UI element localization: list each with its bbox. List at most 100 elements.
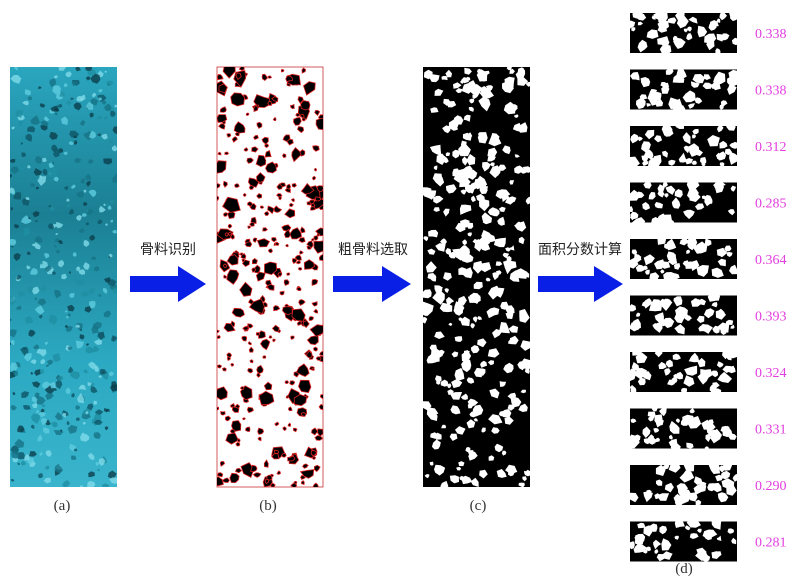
aggregate-spot: [107, 83, 110, 86]
particle: [515, 221, 522, 229]
particle: [696, 547, 707, 558]
particle: [425, 261, 437, 273]
aggregate-spot: [86, 343, 89, 346]
particle: [488, 455, 495, 461]
aggregate-spot: [34, 369, 41, 376]
particle: [659, 44, 672, 53]
particle: [450, 123, 459, 131]
aggregate-spot: [63, 83, 68, 88]
particle: [224, 232, 229, 237]
particle: [642, 161, 649, 166]
particle: [480, 360, 487, 368]
aggregate-spot: [89, 234, 96, 241]
aggregate-spot: [11, 191, 15, 195]
aggregate-spot: [33, 344, 39, 350]
particle: [318, 403, 323, 411]
aggregate-spot: [83, 262, 90, 270]
particle: [253, 94, 271, 108]
particle: [678, 152, 688, 163]
particle: [473, 281, 483, 290]
particle: [276, 183, 283, 190]
particle: [453, 82, 462, 89]
particle: [268, 335, 273, 339]
aggregate-spot: [23, 405, 31, 410]
particle: [252, 237, 258, 243]
particle: [440, 379, 449, 387]
particle: [303, 259, 316, 270]
particle: [466, 377, 475, 384]
particle: [258, 390, 275, 406]
aggregate-spot: [73, 278, 77, 281]
aggregate-spot: [57, 239, 63, 244]
particle: [668, 159, 676, 166]
particle: [313, 464, 321, 473]
aggregate-spot: [89, 112, 94, 118]
particle: [645, 269, 650, 275]
particle: [267, 100, 272, 106]
particle: [688, 16, 698, 24]
particle: [263, 381, 273, 391]
particle: [487, 360, 494, 366]
particle: [287, 422, 292, 427]
particle: [664, 243, 670, 249]
particle: [716, 247, 727, 257]
particle: [470, 345, 480, 354]
particle: [649, 523, 658, 532]
particle: [685, 525, 691, 531]
particle: [673, 37, 686, 49]
particle: [475, 261, 482, 267]
particle: [262, 227, 269, 232]
aggregate-spot: [67, 304, 75, 312]
aggregate-spot: [54, 412, 63, 421]
aggregate-spot: [10, 362, 18, 372]
particle: [722, 352, 730, 360]
particle: [522, 166, 530, 173]
particle: [665, 359, 673, 368]
aggregate-spot: [58, 148, 64, 153]
particle: [711, 521, 722, 530]
particle: [469, 83, 482, 98]
particle: [697, 25, 708, 38]
aggregate-spot: [82, 421, 86, 425]
aggregate-spot: [40, 124, 48, 131]
particle: [692, 128, 699, 135]
particle: [274, 449, 280, 455]
particle: [726, 126, 736, 131]
particle: [310, 450, 317, 457]
particle: [229, 429, 236, 434]
particle: [514, 154, 520, 158]
particle: [679, 239, 689, 246]
particle: [508, 470, 515, 477]
particle: [704, 33, 717, 44]
particle: [434, 331, 445, 339]
particle: [485, 85, 494, 91]
particle: [295, 363, 310, 377]
aggregate-spot: [108, 253, 113, 258]
aggregate-spot: [10, 258, 17, 265]
aggregate-spot: [110, 110, 116, 117]
particle: [460, 393, 468, 400]
particle: [654, 352, 663, 358]
particle: [504, 416, 514, 425]
particle: [479, 199, 490, 212]
particle: [423, 316, 428, 324]
particle: [477, 338, 487, 348]
aggregate-spot: [79, 334, 85, 340]
particle: [234, 183, 240, 188]
aggregate-spot: [12, 391, 16, 396]
aggregate-spot: [10, 239, 17, 246]
particle: [520, 389, 526, 394]
particle: [660, 82, 667, 87]
particle: [257, 427, 265, 435]
particle: [694, 97, 703, 104]
particle: [298, 299, 306, 306]
particle: [686, 32, 693, 40]
particle: [283, 228, 291, 238]
particle: [235, 441, 241, 447]
particle: [681, 387, 687, 392]
particle: [661, 126, 673, 136]
aggregate-spot: [55, 233, 59, 235]
strip-particles: [630, 69, 737, 110]
aggregate-spot: [66, 198, 70, 202]
aggregate-spot: [85, 173, 91, 181]
